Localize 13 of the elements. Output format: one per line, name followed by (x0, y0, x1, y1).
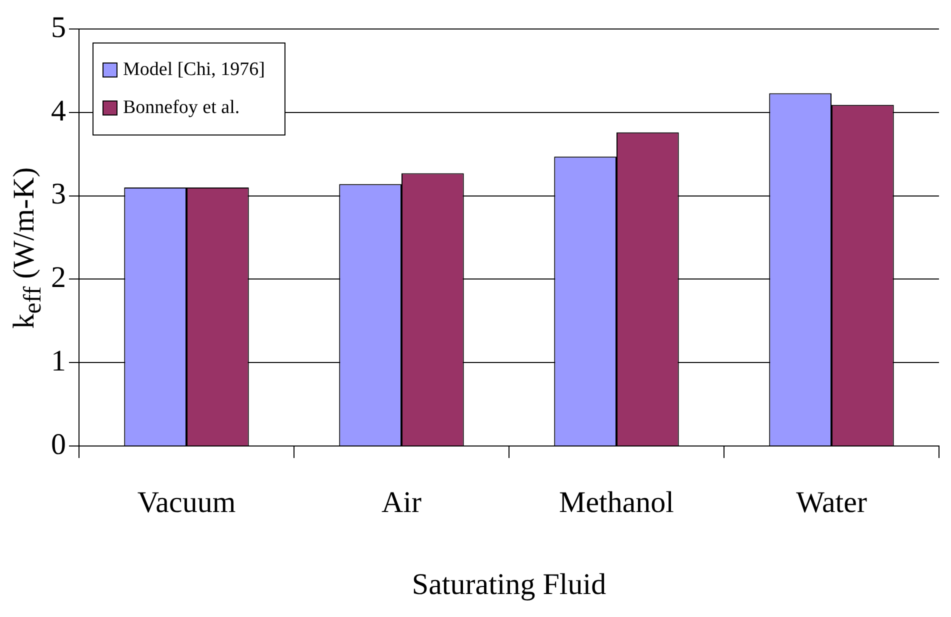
legend-label: Bonnefoy et al. (123, 96, 240, 118)
x-tick-label: Vacuum (137, 486, 236, 519)
y-tick-label: 0 (51, 428, 66, 461)
y-tick-label: 4 (51, 94, 66, 128)
x-tick-label: Water (796, 486, 867, 519)
x-axis-title: Saturating Fluid (412, 568, 606, 601)
x-tick-label: Methanol (559, 486, 674, 519)
y-tick-label: 5 (51, 10, 66, 44)
y-tick-label: 1 (51, 344, 66, 378)
y-tick-label: 3 (51, 178, 66, 211)
legend-label: Model [Chi, 1976] (123, 58, 265, 80)
y-tick-label: 2 (51, 261, 66, 294)
x-tick-label: Air (382, 486, 422, 519)
